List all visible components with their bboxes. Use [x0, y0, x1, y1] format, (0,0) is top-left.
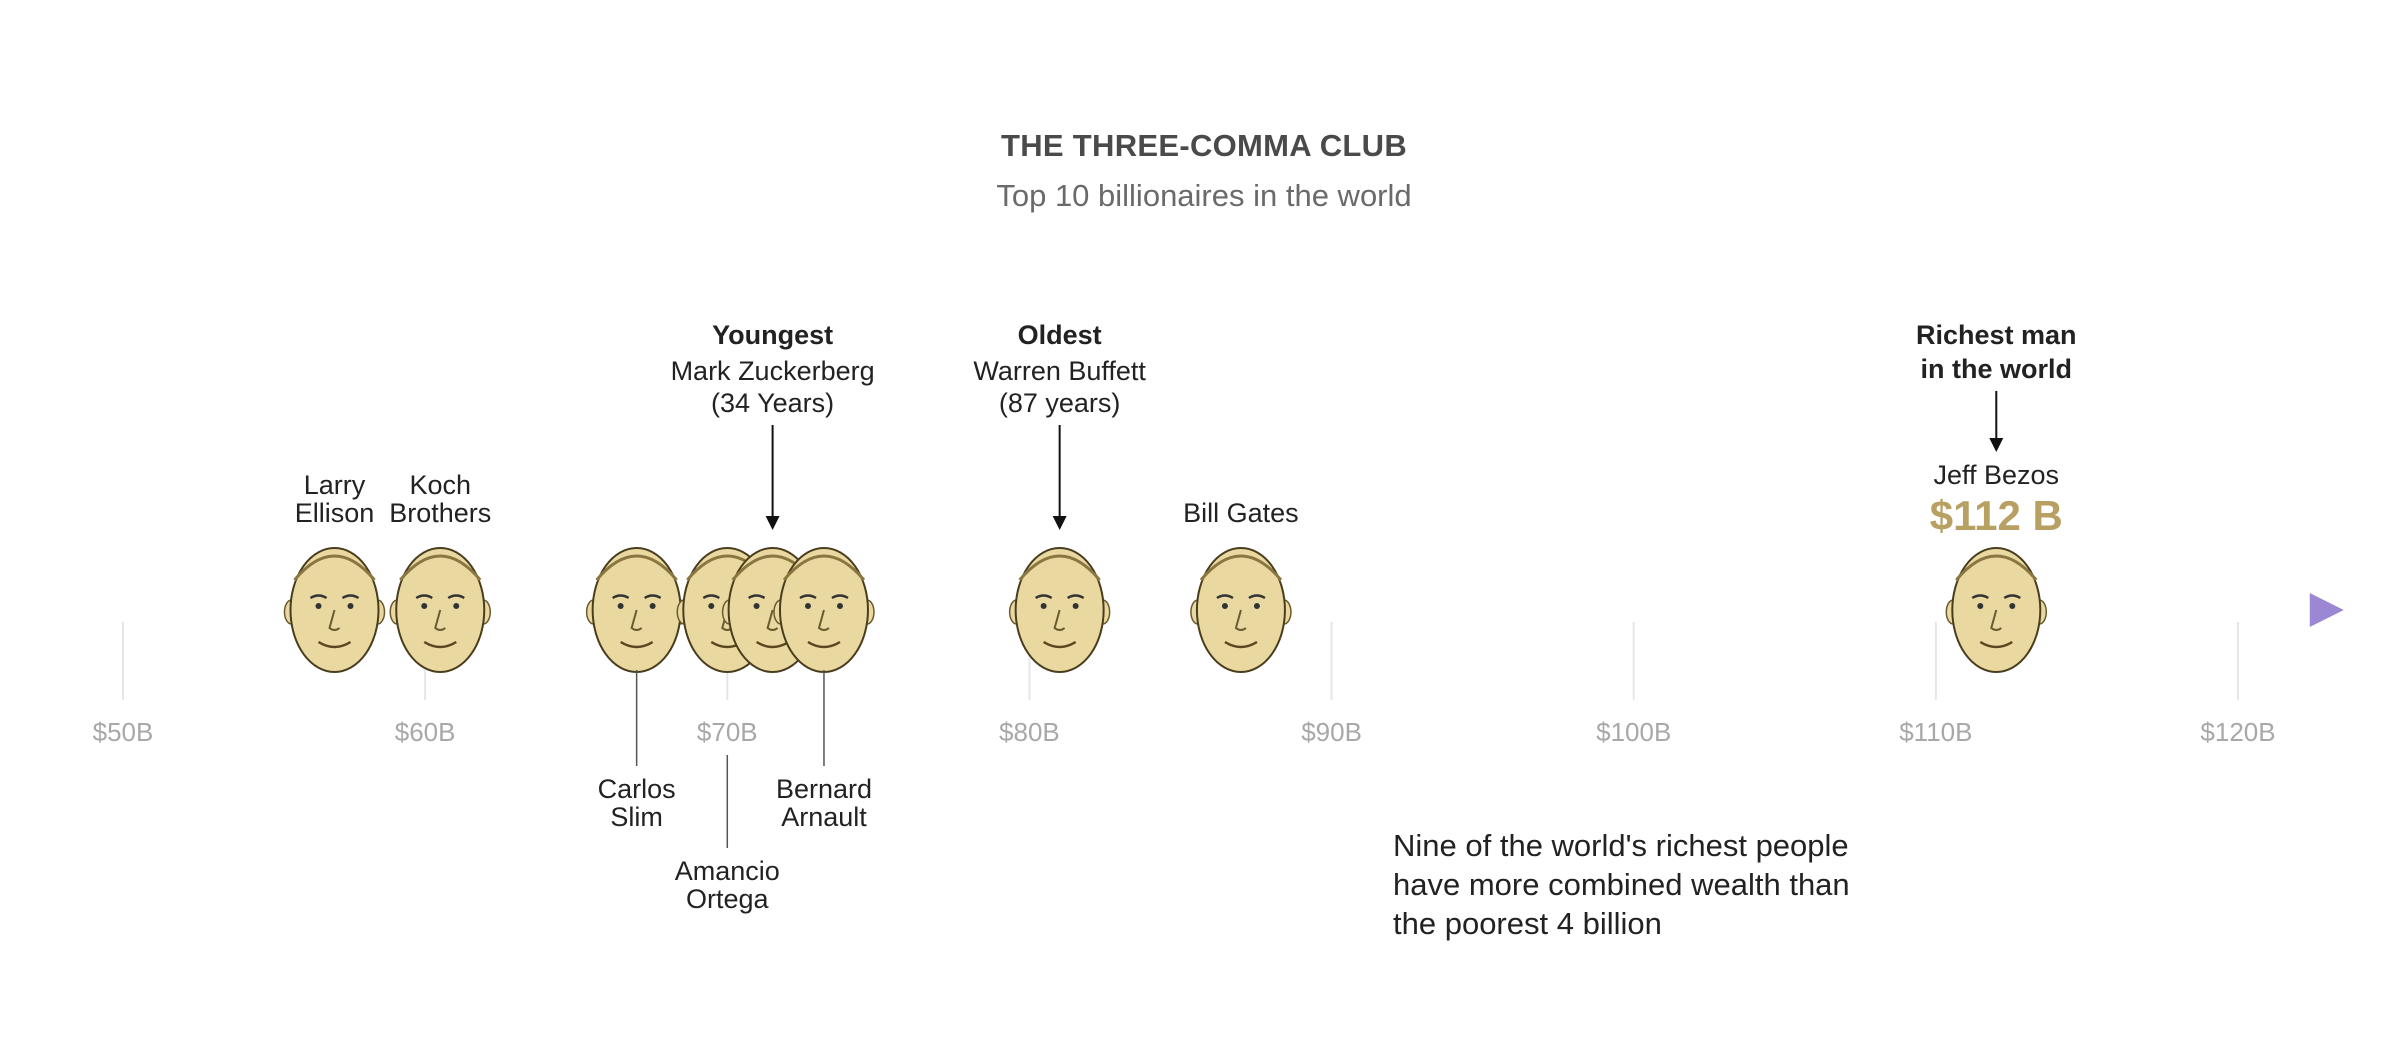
point-label: Arnault: [781, 802, 867, 832]
chart-subtitle: Top 10 billionaires in the world: [996, 178, 1412, 213]
portrait-bernard-arnault: [773, 547, 875, 673]
point-label: Ortega: [686, 884, 770, 914]
annotation-line: Nine of the world's richest people: [1393, 828, 1849, 863]
point-label: Amancio: [675, 856, 780, 886]
point-label: Jeff Bezos: [1933, 460, 2059, 490]
tick-label: $60B: [395, 717, 456, 747]
annotation-line: the poorest 4 billion: [1393, 906, 1662, 941]
tick-label: $100B: [1596, 717, 1671, 747]
callout-text: Warren Buffett: [973, 356, 1146, 386]
chart-title: THE THREE-COMMA CLUB: [1000, 128, 1408, 163]
value-label: $112 B: [1930, 492, 2063, 539]
point-label: Slim: [610, 802, 663, 832]
annotation-text: Nine of the world's richest people have …: [1393, 826, 1953, 943]
tick-label: $80B: [999, 717, 1060, 747]
point-label: Carlos: [598, 774, 676, 804]
axis-arrow-head: [2309, 593, 2344, 627]
annotation-line: have more combined wealth than: [1393, 867, 1850, 902]
tick-label: $120B: [2200, 717, 2275, 747]
callout-heading: in the world: [1921, 354, 2073, 384]
point-label: Koch: [409, 470, 471, 500]
callout-text: (34 Years): [711, 388, 834, 418]
point-label: Brothers: [389, 498, 491, 528]
portrait-koch-brothers: [389, 547, 491, 673]
tick-label: $50B: [93, 717, 154, 747]
callout-arrow-head: [1989, 438, 2004, 452]
callout-heading: Richest man: [1916, 320, 2077, 350]
portrait-carlos-slim: [585, 547, 688, 673]
tick-label: $70B: [697, 717, 758, 747]
callout-arrow-head: [765, 516, 780, 530]
portrait-warren-buffett: [1008, 547, 1111, 673]
point-label: Ellison: [295, 498, 375, 528]
callout-text: Mark Zuckerberg: [671, 356, 875, 386]
point-label: Bill Gates: [1183, 498, 1299, 528]
callout-text: (87 years): [999, 388, 1121, 418]
point-label: Bernard: [776, 774, 872, 804]
portrait-jeff-bezos: [1945, 547, 2048, 673]
callout-arrow-head: [1052, 516, 1067, 530]
portrait-larry-ellison: [283, 547, 386, 673]
callout-heading: Youngest: [712, 320, 833, 350]
point-label: Larry: [304, 470, 366, 500]
portrait-bill-gates: [1190, 547, 1292, 673]
tick-label: $90B: [1301, 717, 1362, 747]
callout-heading: Oldest: [1018, 320, 1102, 350]
tick-label: $110B: [1899, 717, 1972, 747]
